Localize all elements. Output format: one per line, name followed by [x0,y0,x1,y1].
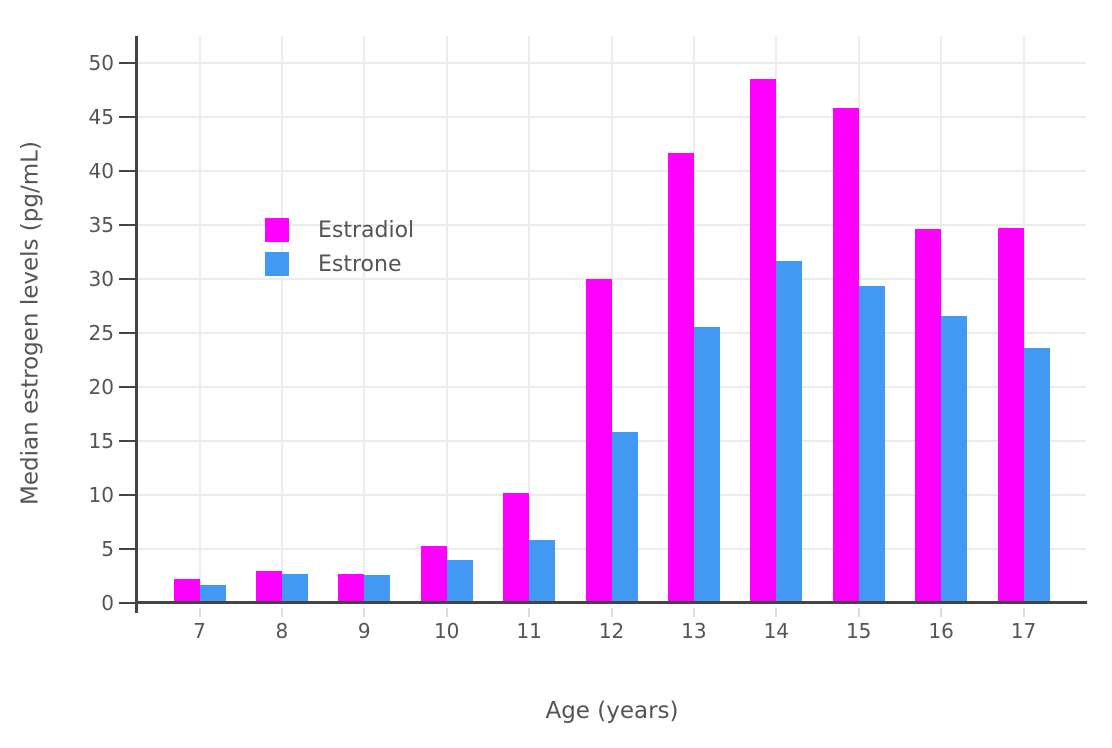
y-tick-label: 30 [88,266,114,291]
gridline-vertical [363,36,366,601]
bar-estrone-age-8 [281,573,308,603]
y-tick-mark [119,548,135,550]
x-tick-mark [610,608,613,617]
x-tick-label: 17 [1010,619,1037,643]
x-tick-mark [198,608,201,617]
y-tick-mark [119,61,135,64]
x-tick-label: 10 [433,619,460,643]
x-tick-mark [445,608,448,617]
x-tick-mark [528,608,531,617]
x-tick-mark [363,608,366,617]
gridline-vertical [610,36,613,601]
y-tick-label: 45 [88,104,114,129]
y-tick-label: 0 [101,591,114,615]
y-axis-title: Median estrogen levels (pg/mL) [17,141,44,505]
bar-estradiol-age-17 [997,227,1024,603]
x-tick-label: 14 [763,619,790,643]
y-tick-mark [119,223,135,226]
gridline-vertical [198,36,201,601]
legend-label-estrone: Estrone [318,251,402,277]
y-tick-mark [119,439,135,442]
y-tick-mark [119,277,135,280]
gridline-vertical [528,36,531,601]
legend-label-estradiol: Estradiol [318,217,415,243]
bar-estrone-age-7 [199,584,226,603]
x-axis-title: Age (years) [545,698,679,724]
y-tick-mark [119,602,135,604]
y-tick-mark [119,115,135,118]
y-tick-label: 15 [88,428,114,453]
bar-estradiol-age-13 [667,153,694,603]
x-tick-mark [1022,608,1025,617]
plot-area [137,36,1087,603]
y-tick-label: 50 [88,50,114,75]
legend-item-estrone[interactable]: Estrone [265,251,414,277]
x-axis-line [135,601,1087,604]
bar-estradiol-age-8 [255,570,282,603]
gridline-vertical [1022,36,1025,601]
x-tick-mark [280,608,283,617]
x-tick-label: 12 [598,619,625,643]
x-tick-label: 15 [845,619,872,643]
x-tick-label: 11 [516,619,542,643]
legend-swatch-estradiol-icon [265,218,289,242]
y-tick-mark [119,331,135,334]
bar-estrone-age-13 [693,327,720,603]
y-tick-label: 40 [88,158,114,183]
gridline-vertical [280,36,283,601]
y-axis-line [135,36,138,613]
bar-estradiol-age-12 [585,278,612,603]
bar-estradiol-age-14 [750,78,777,603]
x-tick-mark [692,608,695,617]
bar-estrone-age-15 [858,286,885,603]
bar-estrone-age-9 [364,574,391,603]
y-tick-label: 5 [101,537,114,561]
x-tick-mark [857,608,860,617]
y-tick-label: 25 [88,320,114,345]
bar-estradiol-age-7 [173,579,200,603]
bar-estradiol-age-11 [503,492,530,603]
legend-item-estradiol[interactable]: Estradiol [265,217,415,243]
bar-estrone-age-10 [446,559,473,603]
y-tick-label: 10 [88,482,114,507]
x-tick-label: 13 [681,619,707,643]
bar-estrone-age-12 [611,432,638,603]
bar-estrone-age-17 [1023,347,1050,603]
bar-estradiol-age-15 [832,107,859,603]
bar-estradiol-age-10 [420,545,447,603]
legend: Estradiol Estrone [265,218,414,286]
gridline-vertical [692,36,695,601]
bar-estradiol-age-9 [338,573,365,603]
y-tick-mark [119,493,135,496]
legend-swatch-estrone-icon [265,252,289,276]
y-tick-label: 20 [88,374,114,399]
y-tick-mark [119,385,135,388]
y-tick-label: 35 [88,212,114,237]
x-tick-mark [940,608,943,617]
x-tick-mark [775,608,778,617]
y-tick-mark [119,169,135,172]
bar-estrone-age-11 [529,540,556,603]
bar-estradiol-age-16 [915,229,942,603]
bar-estrone-age-16 [941,315,968,603]
x-tick-label: 7 [193,619,206,643]
bar-estrone-age-14 [776,261,803,603]
x-tick-label: 16 [928,619,954,643]
x-tick-label: 9 [357,619,371,643]
gridline-vertical [445,36,448,601]
x-tick-label: 8 [275,619,289,643]
